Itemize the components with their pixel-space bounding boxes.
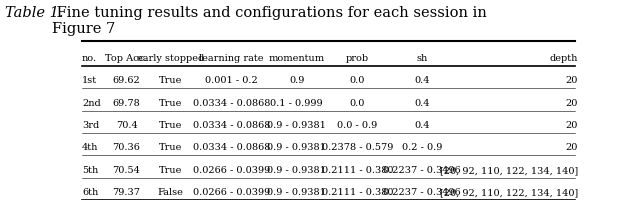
Text: 0.4: 0.4: [415, 98, 430, 107]
Text: 3rd: 3rd: [82, 120, 99, 129]
Text: 0.2378 - 0.579: 0.2378 - 0.579: [322, 143, 393, 152]
Text: 0.4: 0.4: [415, 120, 430, 129]
Text: 2nd: 2nd: [82, 98, 100, 107]
Text: 6th: 6th: [82, 187, 98, 196]
Text: 0.0334 - 0.0868: 0.0334 - 0.0868: [193, 143, 270, 152]
Text: no.: no.: [82, 53, 97, 62]
Text: 0.4: 0.4: [415, 76, 430, 85]
Text: Top Acc.: Top Acc.: [106, 53, 148, 62]
Text: 0.2111 - 0.380: 0.2111 - 0.380: [322, 165, 393, 174]
Text: 20: 20: [566, 120, 578, 129]
Text: 0.0: 0.0: [350, 76, 365, 85]
Text: 5th: 5th: [82, 165, 98, 174]
Text: prob: prob: [346, 53, 369, 62]
Text: sh: sh: [417, 53, 428, 62]
Text: depth: depth: [550, 53, 578, 62]
Text: 1st: 1st: [82, 76, 97, 85]
Text: 0.0266 - 0.0399: 0.0266 - 0.0399: [193, 165, 270, 174]
Text: 0.0334 - 0.0868: 0.0334 - 0.0868: [193, 98, 270, 107]
Text: 20: 20: [566, 76, 578, 85]
Text: True: True: [159, 98, 182, 107]
Text: 70.36: 70.36: [113, 143, 140, 152]
Text: 70.4: 70.4: [116, 120, 138, 129]
Text: 0.0: 0.0: [350, 98, 365, 107]
Text: 0.2237 - 0.3496: 0.2237 - 0.3496: [383, 187, 461, 196]
Text: 69.78: 69.78: [113, 98, 140, 107]
Text: learning rate: learning rate: [200, 53, 264, 62]
Text: 79.37: 79.37: [113, 187, 141, 196]
Text: early stopped: early stopped: [137, 53, 204, 62]
Text: 0.9 - 0.9381: 0.9 - 0.9381: [267, 120, 326, 129]
Text: 4th: 4th: [82, 143, 99, 152]
Text: 70.54: 70.54: [113, 165, 140, 174]
Text: 69.62: 69.62: [113, 76, 140, 85]
Text: 20: 20: [566, 98, 578, 107]
Text: 0.2 - 0.9: 0.2 - 0.9: [402, 143, 442, 152]
Text: 0.9 - 0.9381: 0.9 - 0.9381: [267, 187, 326, 196]
Text: True: True: [159, 165, 182, 174]
Text: True: True: [159, 76, 182, 85]
Text: 0.9: 0.9: [289, 76, 304, 85]
Text: True: True: [159, 120, 182, 129]
Text: momentum: momentum: [269, 53, 324, 62]
Text: [20, 92, 110, 122, 134, 140]: [20, 92, 110, 122, 134, 140]: [440, 165, 578, 174]
Text: 0.9 - 0.9381: 0.9 - 0.9381: [267, 165, 326, 174]
Text: 0.9 - 0.9381: 0.9 - 0.9381: [267, 143, 326, 152]
Text: True: True: [159, 143, 182, 152]
Text: Fine tuning results and configurations for each session in
Figure 7: Fine tuning results and configurations f…: [52, 6, 486, 36]
Text: 20: 20: [566, 143, 578, 152]
Text: 0.001 - 0.2: 0.001 - 0.2: [205, 76, 258, 85]
Text: Table 1.: Table 1.: [5, 6, 63, 20]
Text: 0.2111 - 0.380: 0.2111 - 0.380: [322, 187, 393, 196]
Text: 0.1 - 0.999: 0.1 - 0.999: [270, 98, 323, 107]
Text: 0.0266 - 0.0399: 0.0266 - 0.0399: [193, 187, 270, 196]
Text: 0.2237 - 0.3496: 0.2237 - 0.3496: [383, 165, 461, 174]
Text: 0.0 - 0.9: 0.0 - 0.9: [337, 120, 378, 129]
Text: [20, 92, 110, 122, 134, 140]: [20, 92, 110, 122, 134, 140]: [440, 187, 578, 196]
Text: False: False: [157, 187, 184, 196]
Text: 0.0334 - 0.0868: 0.0334 - 0.0868: [193, 120, 270, 129]
